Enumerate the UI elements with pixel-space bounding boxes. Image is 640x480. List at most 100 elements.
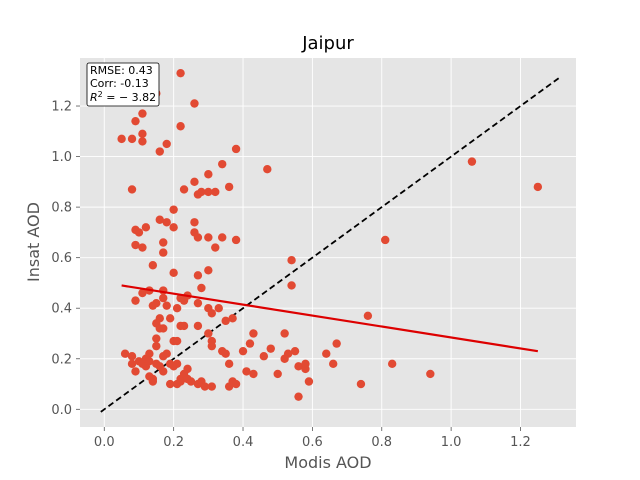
data-point — [152, 334, 161, 343]
data-point — [138, 137, 147, 146]
data-point — [193, 298, 203, 308]
data-point — [304, 377, 314, 386]
x-tick-label: 0.2 — [163, 435, 184, 450]
stats-rmse: RMSE: 0.43 — [90, 64, 153, 77]
data-point — [162, 349, 171, 358]
data-point — [381, 235, 390, 245]
x-tick-label: 0.4 — [233, 435, 254, 450]
data-point — [172, 336, 182, 346]
data-point — [127, 185, 137, 194]
data-point — [363, 311, 373, 320]
data-points — [117, 68, 543, 401]
x-tick-label: 1.2 — [510, 435, 531, 450]
data-point — [131, 116, 140, 126]
data-point — [165, 314, 175, 323]
data-point — [200, 382, 210, 391]
x-tick-label: 0.0 — [94, 435, 115, 450]
data-point — [224, 359, 234, 369]
data-point — [218, 159, 227, 169]
data-point — [179, 185, 189, 194]
data-point — [152, 298, 161, 308]
y-tick-label: 1.2 — [51, 100, 72, 115]
data-point — [197, 283, 206, 293]
data-point — [183, 364, 192, 374]
data-point — [176, 122, 185, 131]
data-point — [231, 144, 241, 154]
data-point — [134, 228, 144, 237]
data-point — [190, 99, 199, 108]
data-point — [231, 235, 241, 245]
data-point — [294, 362, 303, 371]
x-tick-label: 1.0 — [441, 435, 462, 450]
data-point — [193, 321, 203, 331]
data-point — [169, 268, 178, 278]
data-point — [207, 341, 217, 351]
data-point — [176, 68, 185, 78]
data-point — [172, 359, 182, 369]
data-point — [259, 352, 269, 361]
data-point — [356, 379, 366, 389]
data-point — [283, 349, 293, 358]
data-point — [221, 349, 230, 358]
data-point — [117, 134, 126, 144]
data-point — [190, 218, 199, 227]
data-point — [294, 392, 303, 401]
y-tick-label: 0.2 — [51, 352, 72, 367]
data-point — [290, 346, 300, 356]
data-point — [245, 339, 255, 348]
data-point — [165, 379, 175, 389]
data-point — [127, 352, 137, 361]
x-tick-label: 0.8 — [371, 435, 392, 450]
data-point — [197, 187, 206, 197]
y-tick-label: 1.0 — [51, 150, 72, 165]
data-point — [159, 367, 168, 376]
data-point — [263, 165, 272, 174]
data-point — [120, 349, 130, 358]
data-point — [127, 134, 137, 144]
data-point — [141, 223, 151, 232]
data-point — [280, 329, 289, 338]
data-point — [172, 304, 182, 313]
data-point — [249, 369, 258, 379]
y-axis-label: Insat AOD — [24, 202, 43, 282]
data-point — [238, 346, 248, 356]
data-point — [145, 357, 154, 366]
data-point — [207, 382, 217, 391]
data-point — [533, 182, 543, 192]
gridlines — [80, 58, 576, 427]
data-point — [169, 205, 178, 214]
y-tick-label: 0.4 — [51, 302, 72, 317]
data-point — [138, 288, 147, 298]
data-point — [287, 255, 296, 265]
data-point — [155, 147, 164, 156]
data-point — [211, 243, 220, 252]
data-point — [148, 261, 158, 270]
stats-r2: R2 = − 3.82 — [90, 90, 156, 104]
y-tick-label: 0.6 — [51, 251, 72, 266]
y-tick-label: 0.8 — [51, 201, 72, 216]
data-point — [162, 218, 171, 227]
stats-box: RMSE: 0.43 Corr: -0.13 R2 = − 3.82 — [86, 62, 160, 107]
data-point — [214, 304, 223, 313]
data-point — [127, 359, 137, 369]
data-point — [273, 369, 282, 379]
data-point — [162, 301, 171, 310]
data-point — [204, 170, 213, 179]
data-point — [138, 243, 147, 252]
data-point — [231, 379, 241, 389]
y-tick-label: 0.0 — [51, 403, 72, 418]
data-point — [193, 233, 203, 242]
data-point — [193, 271, 203, 280]
data-point — [228, 314, 237, 323]
data-point — [169, 223, 178, 232]
data-point — [211, 187, 220, 197]
data-point — [387, 359, 397, 369]
data-point — [329, 359, 338, 369]
plot-area — [80, 58, 576, 427]
data-point — [426, 369, 435, 379]
stats-r2-prefix: R — [90, 91, 98, 104]
data-point — [155, 215, 164, 224]
data-point — [287, 281, 296, 290]
data-point — [131, 296, 140, 305]
stats-r2-exponent: 2 — [98, 90, 103, 99]
